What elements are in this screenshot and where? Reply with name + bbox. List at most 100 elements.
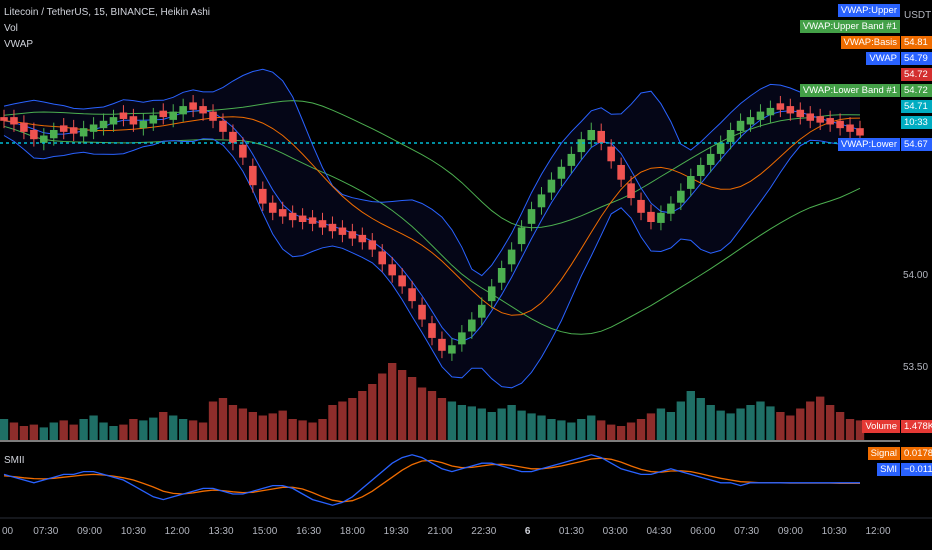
candle-body (49, 130, 58, 139)
time-tick: 16:30 (296, 526, 322, 537)
volume-bar (746, 405, 755, 440)
volume-bar (178, 419, 188, 440)
candle-body (816, 116, 824, 123)
candle-body (617, 164, 625, 180)
candle-body (278, 209, 287, 217)
volume-bar (587, 415, 596, 440)
candle-body (79, 128, 88, 137)
volume-bar (786, 415, 795, 440)
volume-bar (0, 419, 9, 440)
volume-bar (79, 419, 88, 440)
candle-body (139, 120, 148, 129)
tag-label[interactable]: Signal (867, 447, 900, 460)
tag-value: 0.0178 (901, 447, 932, 460)
vwap-bands (3, 68, 861, 389)
volume-bar (69, 424, 78, 440)
candle-body (716, 142, 725, 154)
candle-body (418, 304, 426, 320)
candle-body (756, 111, 765, 120)
candle-body (497, 268, 506, 283)
volume-bar (517, 410, 526, 440)
legend-tag-label[interactable]: VWAP:Lower (837, 138, 900, 151)
volume-bar (706, 405, 715, 440)
candle-body (448, 345, 456, 354)
candle-body (378, 251, 387, 265)
candle-body (477, 304, 486, 318)
legend-tag-label[interactable]: VWAP:Upper (837, 4, 900, 17)
candle-body (189, 102, 197, 110)
candle-body (179, 106, 187, 115)
candle-body (786, 106, 795, 114)
candle-body (249, 165, 257, 186)
volume-bar (626, 422, 636, 440)
candle-body (209, 111, 217, 121)
volume-bar (198, 422, 208, 440)
volume-bar (766, 406, 775, 440)
volume-bar (806, 401, 815, 440)
volume-bar (19, 426, 29, 440)
time-tick: 09:00 (77, 526, 103, 537)
candle-body (358, 234, 367, 243)
smii-indicator-label[interactable]: SMII (4, 455, 25, 466)
candle-body (119, 112, 128, 119)
volume-bar (328, 405, 337, 440)
chart-title: Litecoin / TetherUS, 15, BINANCE, Heikin… (4, 7, 211, 18)
candle-body (776, 103, 785, 110)
candle-body (826, 118, 834, 125)
candle-body (259, 188, 267, 204)
legend-tag-label[interactable]: VWAP:Upper Band #1 (799, 20, 900, 33)
tag-label[interactable]: SMI (877, 463, 900, 476)
volume-bar (258, 415, 267, 440)
time-tick: 10:30 (821, 526, 847, 537)
candle-body (677, 190, 685, 203)
candle-body (219, 120, 227, 132)
price-tick: 54.00 (903, 270, 929, 281)
vwap-indicator-label[interactable]: VWAP (4, 39, 34, 50)
volume-bar (567, 422, 576, 440)
volume-bar (238, 408, 248, 440)
candle-body (338, 227, 347, 235)
candle-body (517, 227, 526, 245)
legend-tag-label[interactable]: VWAP (866, 52, 900, 65)
candle-body (607, 146, 615, 162)
candle-body (736, 120, 745, 131)
candle-body (169, 111, 177, 120)
candle-body (99, 120, 108, 129)
volume-bar (378, 373, 387, 440)
volume-bar (835, 412, 845, 440)
candle-body (537, 194, 546, 208)
volume-bar (338, 401, 347, 440)
time-tick: 03:00 (602, 526, 628, 537)
volume-bar (169, 415, 178, 440)
candle-body (239, 144, 247, 158)
time-tick: 18:00 (339, 526, 365, 537)
volume-bar (59, 420, 68, 440)
candle-body (846, 124, 854, 132)
vol-indicator-label[interactable]: Vol (4, 23, 18, 34)
legend-tag-label[interactable]: VWAP:Lower Band #1 (799, 84, 900, 97)
candle-body (69, 127, 78, 134)
volume-bar (507, 405, 516, 440)
volume-bar (89, 415, 98, 440)
volume-bar (129, 419, 138, 440)
candle-body (268, 202, 277, 213)
candle-body (318, 220, 327, 228)
volume-bar (119, 424, 128, 440)
time-tick: 06:00 (690, 526, 716, 537)
vwap-line (3, 109, 861, 343)
tag-label[interactable]: Volume (862, 420, 900, 433)
volume-bar (9, 422, 19, 440)
volume-bar (666, 412, 676, 440)
volume-bar (427, 391, 437, 440)
volume-bar (776, 412, 785, 440)
legend-tag-label[interactable]: VWAP:Basis (840, 36, 900, 49)
candle-body (627, 183, 635, 199)
volume-bar (716, 410, 725, 440)
volume-bar (29, 424, 39, 440)
candle-body (856, 128, 864, 136)
candle-body (388, 264, 396, 276)
vwap-upper-line (3, 68, 861, 277)
volume-bar (368, 384, 377, 440)
time-tick: 07:30 (734, 526, 760, 537)
